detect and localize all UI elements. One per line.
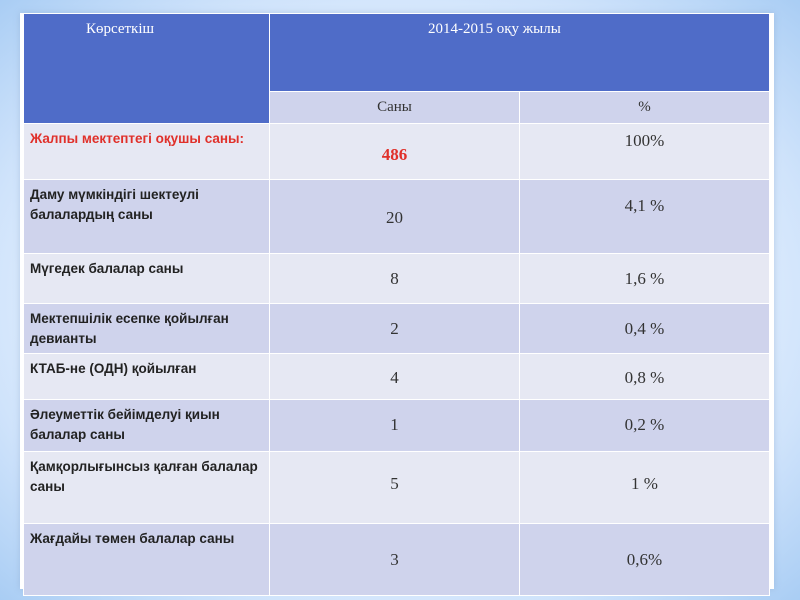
header-count: Саны [269,90,520,125]
statistics-table: Көрсеткіш 2014-2015 оқу жылы Саны % Жалп… [23,13,771,596]
row-count: 8 [269,253,520,304]
row-label: Әлеуметтік бейімделуі қиын балалар саны [23,399,270,452]
table-row: Жалпы мектептегі оқушы саны: 486 100% [23,123,771,180]
row-label: КТАБ-не (ОДН) қойылған [23,353,270,400]
header-indicator: Көрсеткіш [23,13,270,124]
row-count: 1 [269,399,520,452]
row-label: Даму мүмкіндігі шектеулі балалардың саны [23,179,270,254]
row-count: 5 [269,451,520,524]
row-percent: 0,2 % [518,399,771,452]
row-percent: 4,1 % [518,179,771,254]
row-percent: 100% [518,123,771,180]
row-count: 3 [269,523,520,596]
row-count: 20 [269,179,520,254]
row-label: Жалпы мектептегі оқушы саны: [23,123,270,180]
row-label: Мүгедек балалар саны [23,253,270,304]
row-count: 4 [269,353,520,400]
slide-frame: Көрсеткіш 2014-2015 оқу жылы Саны % Жалп… [20,13,774,596]
row-count: 2 [269,303,520,354]
row-percent: 1,6 % [518,253,771,304]
table-row: Даму мүмкіндігі шектеулі балалардың саны… [23,179,771,254]
table-row: Жағдайы төмен балалар саны 3 0,6% [23,523,771,596]
header-year: 2014-2015 оқу жылы [268,13,771,92]
table-row: Әлеуметтік бейімделуі қиын балалар саны … [23,399,771,452]
row-count: 486 [269,123,520,180]
row-label: Қамқорлығынсыз қалған балалар саны [23,451,270,524]
table-row: Қамқорлығынсыз қалған балалар саны 5 1 % [23,451,771,524]
row-percent: 0,4 % [518,303,771,354]
table-row: КТАБ-не (ОДН) қойылған 4 0,8 % [23,353,771,400]
table-row: Мүгедек балалар саны 8 1,6 % [23,253,771,304]
row-percent: 0,8 % [518,353,771,400]
row-percent: 0,6% [518,523,771,596]
table-row: Мектепшілік есепке қойылған девианты 2 0… [23,303,771,354]
row-label: Мектепшілік есепке қойылған девианты [23,303,270,354]
row-label: Жағдайы төмен балалар саны [23,523,270,596]
row-percent: 1 % [518,451,771,524]
header-percent: % [518,90,771,125]
